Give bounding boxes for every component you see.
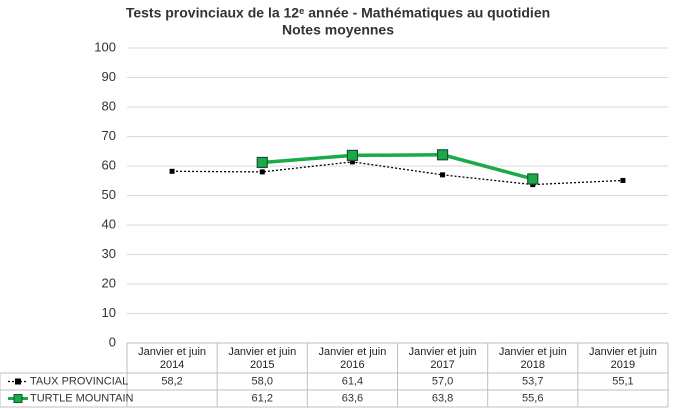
- legend-marker: [15, 378, 21, 385]
- marker: [349, 159, 355, 165]
- y-tick-label: 20: [102, 275, 116, 290]
- marker: [527, 173, 539, 185]
- y-tick-label: 90: [102, 69, 116, 84]
- x-tick-label: Janvier et juin 2014: [138, 346, 207, 371]
- x-tick-label: Janvier et juin 2015: [228, 346, 297, 371]
- data-label: 55,6: [522, 392, 543, 404]
- data-label: 61,2: [252, 392, 273, 404]
- data-label: 61,4: [342, 375, 363, 387]
- marker: [436, 149, 449, 161]
- marker: [346, 149, 359, 161]
- y-tick-label: 0: [109, 334, 116, 349]
- chart-subtitle: Notes moyennes: [282, 22, 394, 38]
- marker: [256, 156, 268, 169]
- data-label: 63,8: [432, 392, 453, 404]
- series-line: [262, 153, 534, 181]
- data-label: 57,0: [432, 375, 453, 387]
- data-label: 53,7: [522, 375, 543, 387]
- y-tick-label: 60: [102, 157, 116, 172]
- data-label: 58,2: [161, 375, 182, 387]
- y-tick-label: 100: [94, 39, 116, 54]
- marker: [530, 182, 536, 188]
- data-label: 55,1: [612, 375, 633, 387]
- y-tick-label: 80: [102, 98, 116, 113]
- legend-marker: [13, 394, 23, 403]
- x-tick-label: Janvier et juin 2016: [318, 346, 387, 371]
- x-tick-label: Janvier et juin 2018: [498, 346, 567, 371]
- marker: [440, 172, 446, 178]
- x-tick-label: Janvier et juin 2019: [588, 346, 657, 371]
- y-tick-label: 30: [102, 246, 116, 261]
- data-label: 58,0: [252, 375, 273, 387]
- y-tick-label: 70: [102, 128, 116, 143]
- x-tick-label: Janvier et juin 2017: [408, 346, 477, 371]
- legend-label: TURTLE MOUNTAIN: [30, 392, 134, 404]
- y-tick-label: 10: [102, 305, 116, 320]
- series-line: [172, 161, 623, 186]
- marker: [259, 169, 265, 175]
- chart-title: Tests provinciaux de la 12ᵉ année - Math…: [126, 5, 550, 21]
- y-tick-label: 50: [102, 187, 116, 202]
- marker: [169, 168, 175, 174]
- data-label: 63,6: [342, 392, 363, 404]
- legend-label: TAUX PROVINCIAL: [30, 375, 128, 387]
- marker: [620, 177, 626, 183]
- y-tick-label: 40: [102, 216, 116, 231]
